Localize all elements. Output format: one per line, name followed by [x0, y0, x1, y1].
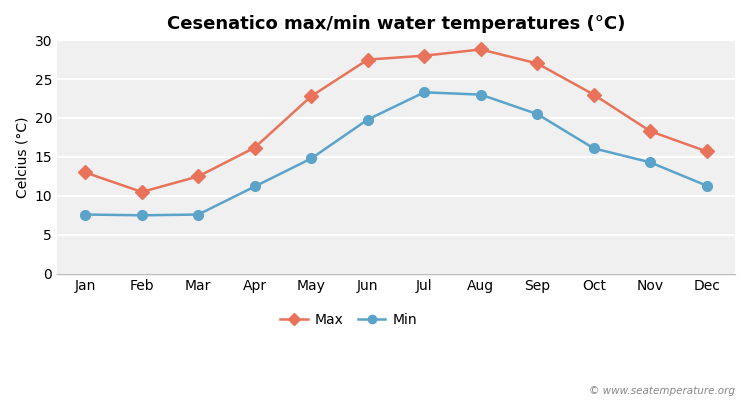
Y-axis label: Celcius (°C): Celcius (°C) — [15, 116, 29, 198]
Legend: Max, Min: Max, Min — [274, 307, 422, 332]
Text: © www.seatemperature.org: © www.seatemperature.org — [589, 386, 735, 396]
Title: Cesenatico max/min water temperatures (°C): Cesenatico max/min water temperatures (°… — [166, 15, 626, 33]
